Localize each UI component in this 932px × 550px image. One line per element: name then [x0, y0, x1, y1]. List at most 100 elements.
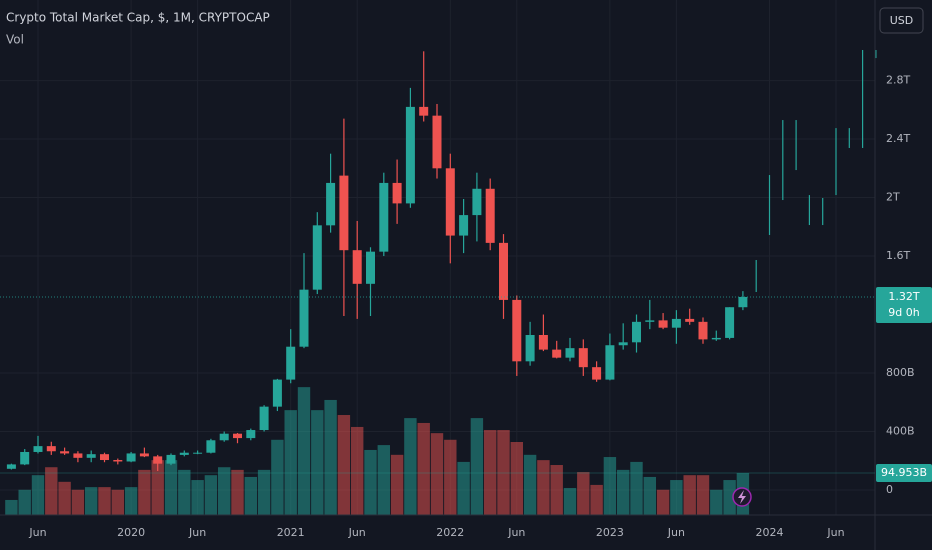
candle-body — [578, 348, 588, 368]
volume-bar — [244, 476, 257, 515]
candle-body — [525, 334, 535, 362]
candle-body — [698, 321, 708, 340]
candle-body — [392, 182, 402, 204]
chart-title: Crypto Total Market Cap, $, 1M, CRYPTOCA… — [6, 11, 270, 25]
last-price-label: 1.32T — [888, 290, 919, 303]
candle-body — [432, 115, 442, 169]
x-tick-label: 2022 — [436, 526, 464, 539]
lightning-icon[interactable] — [732, 487, 752, 507]
x-tick-label: 2024 — [756, 526, 784, 539]
candle-body — [46, 446, 56, 452]
candle-body — [671, 318, 681, 328]
volume-bar — [31, 475, 45, 515]
candle-body — [538, 334, 548, 350]
volume-bar — [710, 489, 723, 515]
volume-bar — [18, 489, 31, 515]
candle-body — [419, 106, 429, 116]
candle-body — [711, 337, 721, 340]
volume-bar — [191, 480, 204, 515]
x-tick-label: Jun — [348, 526, 366, 539]
volume-bar — [98, 487, 111, 515]
volume-bar — [164, 460, 178, 515]
volume-bar — [218, 467, 231, 515]
volume-bar — [178, 469, 191, 515]
x-tick-label: 2020 — [117, 526, 145, 539]
candle-body — [605, 345, 615, 380]
candle-body — [113, 460, 123, 462]
candle-body — [645, 320, 655, 322]
volume-bar — [124, 487, 138, 515]
last-volume-box — [876, 463, 932, 482]
y-tick-label: 1.6T — [886, 249, 910, 262]
volume-bar — [271, 439, 284, 515]
candle-body — [632, 321, 641, 343]
volume-bar — [311, 410, 324, 515]
y-tick-label: 2.4T — [886, 132, 910, 145]
volume-bar — [45, 467, 58, 515]
candle-body — [312, 225, 322, 290]
volume-bar — [364, 449, 377, 515]
volume-bar — [643, 476, 656, 515]
volume-bar — [297, 387, 311, 515]
candle-body — [33, 446, 43, 452]
candle-body — [299, 289, 309, 347]
y-tick-label: 800B — [886, 366, 915, 379]
candle-body — [565, 348, 575, 358]
candle-body — [179, 452, 189, 455]
volume-bar — [497, 430, 510, 515]
y-tick-label: 400B — [886, 425, 915, 438]
candle-body — [259, 406, 269, 431]
x-tick-label: Jun — [507, 526, 525, 539]
volume-bar — [111, 489, 124, 515]
x-tick-label: Jun — [667, 526, 685, 539]
volume-bar — [377, 445, 390, 515]
x-tick-label: 2021 — [277, 526, 305, 539]
volume-bar — [696, 475, 710, 515]
candle-body — [685, 318, 695, 322]
volume-bar — [204, 475, 218, 515]
volume-bar — [484, 430, 497, 515]
candle-body — [139, 453, 149, 457]
volume-bar — [284, 410, 297, 515]
candle-body — [592, 367, 602, 380]
candle-body — [379, 182, 389, 252]
currency-button[interactable] — [879, 7, 924, 34]
candle-body — [512, 299, 522, 362]
candle-body — [166, 454, 176, 464]
candle-body — [459, 215, 469, 236]
volume-bar — [457, 461, 470, 515]
volume-bar — [550, 465, 563, 515]
volume-bar — [337, 415, 351, 515]
volume-bar — [590, 484, 603, 515]
y-tick-label: 2T — [886, 191, 900, 204]
volume-bar — [670, 480, 683, 515]
candle-body — [246, 430, 256, 439]
candle-body — [286, 346, 296, 380]
last-volume-label: 94.953B — [881, 466, 927, 479]
candle-body — [445, 168, 455, 236]
last-price-box — [876, 286, 932, 323]
candle-body — [658, 320, 668, 328]
candle-body — [73, 453, 83, 458]
candle-body — [219, 433, 229, 441]
volume-bar — [151, 460, 164, 515]
volume-bar — [630, 461, 643, 515]
volume-bar — [617, 469, 630, 515]
volume-bar — [404, 418, 417, 515]
volume-bar — [351, 426, 364, 515]
candle-body — [485, 188, 495, 243]
candle-body — [100, 454, 109, 461]
currency-button-label[interactable]: USD — [890, 14, 914, 27]
volume-bar — [430, 433, 444, 515]
candle-body — [6, 464, 16, 469]
volume-bar — [523, 454, 537, 515]
candle-body — [405, 106, 415, 204]
candle-body — [86, 454, 96, 458]
candle-body — [206, 440, 216, 453]
volume-bar — [85, 487, 98, 515]
volume-bar — [71, 489, 85, 515]
volume-bar — [563, 488, 577, 515]
volume-bar — [138, 469, 151, 515]
volume-bar — [510, 441, 523, 515]
